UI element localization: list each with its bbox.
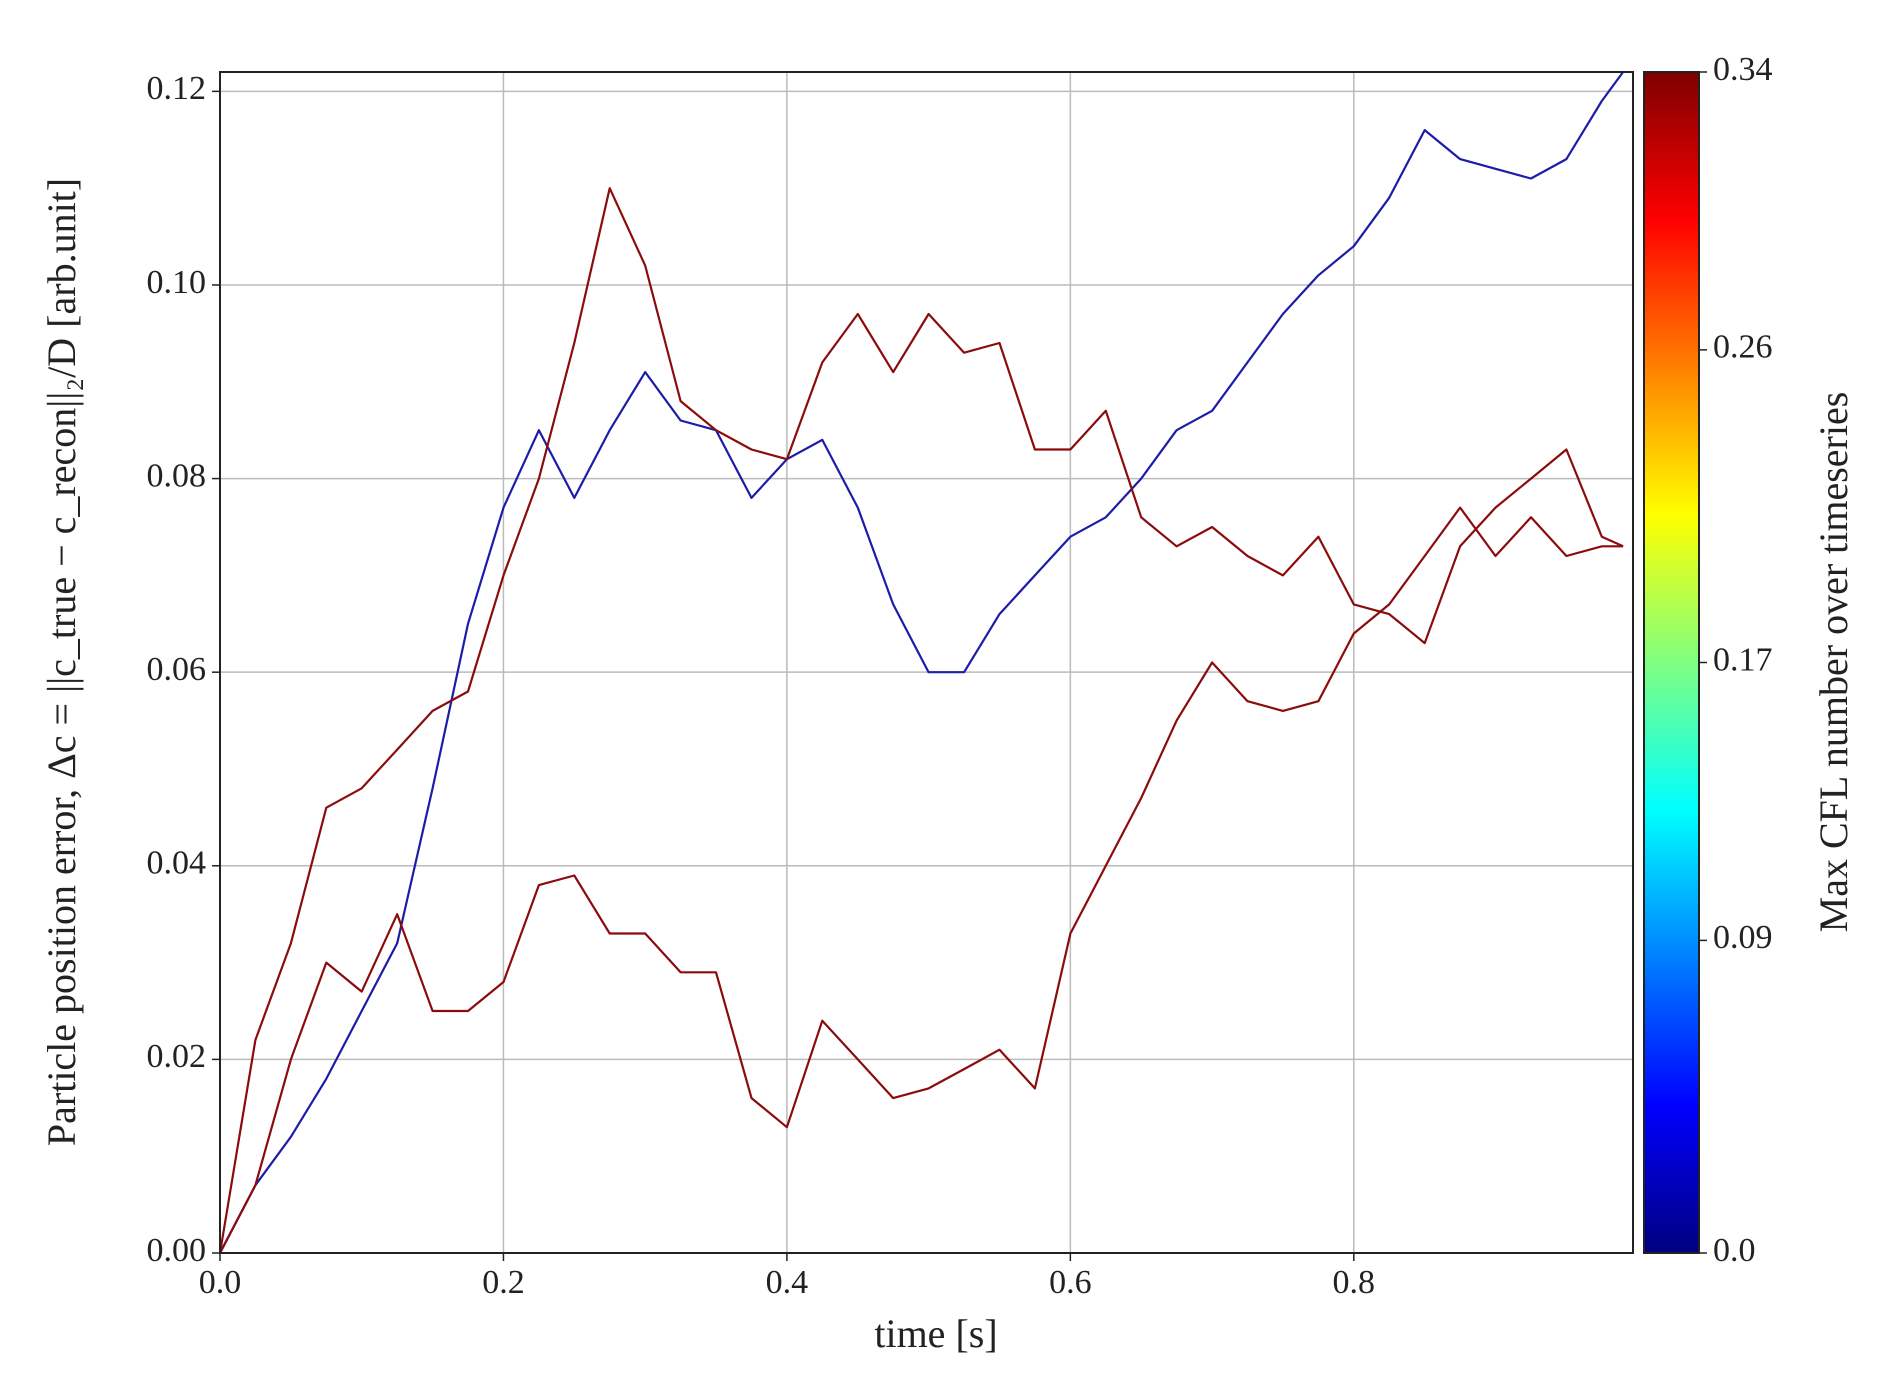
y-axis-label: Particle position error, Δc = ||c_true −… xyxy=(39,178,84,1146)
x-axis-label: time [s] xyxy=(874,1311,997,1356)
y-tick-label: 0.00 xyxy=(147,1232,207,1269)
colorbar-tick-label: 0.26 xyxy=(1713,329,1773,366)
y-tick-label: 0.06 xyxy=(147,651,207,688)
y-tick-label: 0.04 xyxy=(147,845,207,882)
plot-frame xyxy=(219,71,1634,1254)
colorbar-tick-label: 0.17 xyxy=(1713,641,1773,678)
data-line xyxy=(219,71,1624,1254)
y-tick-label: 0.10 xyxy=(147,264,207,301)
colorbar-tick-label: 0.34 xyxy=(1713,51,1773,88)
data-line xyxy=(219,506,1624,1254)
x-tick-label: 0.0 xyxy=(199,1264,242,1301)
colorbar-tick-label: 0.09 xyxy=(1713,919,1773,956)
colorbar xyxy=(1643,71,1700,1254)
y-tick-label: 0.02 xyxy=(147,1038,207,1075)
y-tick-label: 0.12 xyxy=(147,70,207,107)
y-tick-label: 0.08 xyxy=(147,457,207,494)
colorbar-tick-label: 0.0 xyxy=(1713,1232,1756,1269)
x-tick-label: 0.8 xyxy=(1333,1264,1376,1301)
colorbar-label: Max CFL number over timeseries xyxy=(1811,392,1856,933)
x-tick-label: 0.4 xyxy=(766,1264,809,1301)
x-tick-label: 0.2 xyxy=(482,1264,525,1301)
x-tick-label: 0.6 xyxy=(1049,1264,1092,1301)
data-line xyxy=(218,187,1624,1254)
